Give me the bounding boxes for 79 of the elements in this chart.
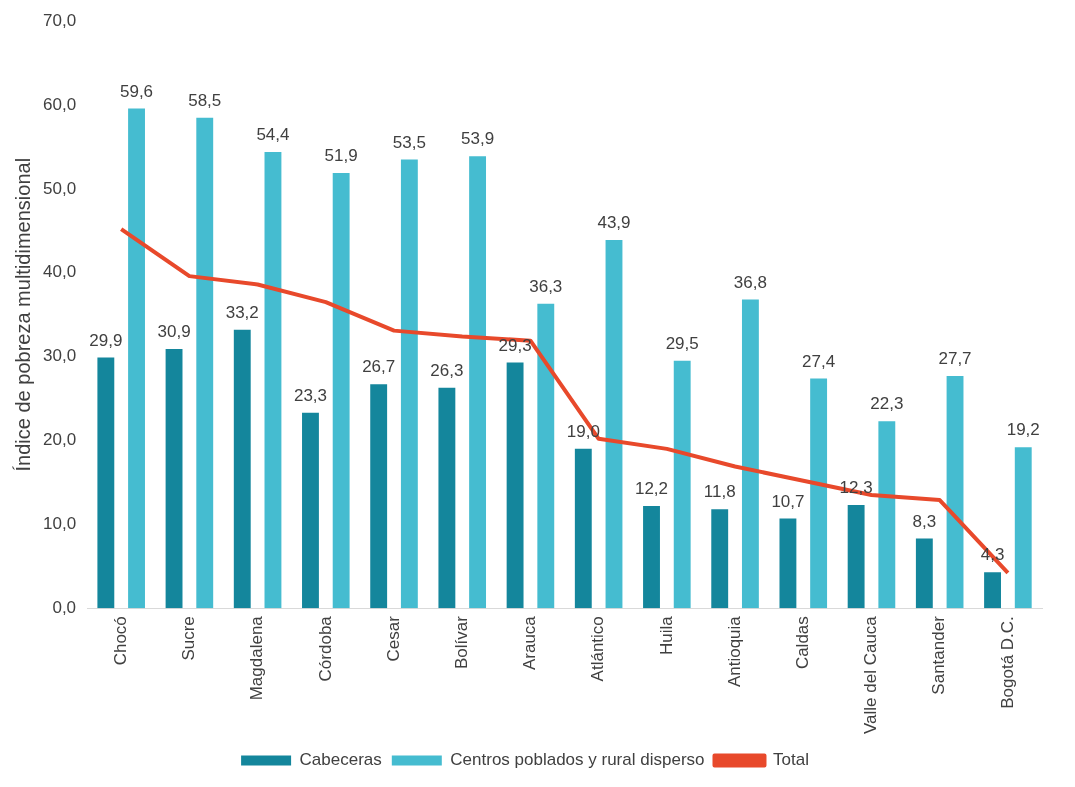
data-label: 11,8 — [703, 482, 736, 502]
data-label: 27,7 — [938, 349, 972, 369]
legend-label: Cabeceras — [299, 750, 382, 770]
bar — [810, 378, 828, 609]
x-tick-label: Arauca — [520, 615, 540, 671]
bar — [915, 538, 933, 609]
data-label: 36,8 — [733, 272, 767, 292]
data-label: 53,5 — [392, 132, 426, 152]
data-label: 59,6 — [119, 81, 154, 101]
bar — [1014, 447, 1032, 609]
bar — [673, 360, 691, 609]
x-tick-label: Sucre — [179, 616, 199, 661]
bar — [302, 412, 319, 609]
data-label: 26,7 — [362, 357, 396, 377]
bar — [264, 152, 282, 609]
data-label: 10,7 — [771, 491, 805, 511]
data-label: 30,9 — [157, 322, 191, 342]
bar — [370, 384, 388, 609]
data-label: 36,3 — [529, 276, 563, 296]
legend-label: Total — [772, 750, 809, 770]
y-tick-label: 50,0 — [42, 178, 77, 198]
y-tick-label: 60,0 — [42, 94, 77, 114]
data-label: 23,3 — [293, 385, 328, 405]
x-tick-label: Córdoba — [315, 615, 335, 682]
bar — [984, 572, 1001, 609]
data-label: 29,3 — [498, 335, 532, 355]
bar — [605, 240, 623, 609]
data-label: 12,2 — [634, 479, 669, 499]
x-tick-label: Antioquia — [724, 615, 744, 688]
y-tick-label: 10,0 — [42, 514, 77, 534]
legend-label: Centros poblados y rural disperso — [450, 750, 705, 770]
y-tick-label: 30,0 — [42, 346, 77, 366]
y-tick-label: 70,0 — [42, 10, 77, 30]
bar — [400, 159, 418, 609]
x-tick-label: Chocó — [110, 616, 130, 666]
data-label: 33,2 — [225, 302, 259, 322]
bar — [878, 421, 896, 609]
x-tick-label: Santander — [929, 615, 949, 695]
data-label: 27,4 — [802, 351, 836, 371]
data-label: 26,3 — [430, 360, 464, 380]
data-label: 53,9 — [461, 129, 495, 149]
bar — [438, 387, 456, 609]
data-label: 58,5 — [188, 90, 222, 110]
x-tick-label: Atlántico — [588, 616, 608, 682]
bar — [196, 117, 214, 609]
y-axis-title: Índice de pobreza multidimensional — [11, 157, 34, 472]
data-label: 29,5 — [665, 334, 699, 353]
bar — [574, 448, 592, 609]
data-label: 43,9 — [597, 213, 631, 233]
x-tick-label: Magdalena — [247, 615, 267, 701]
y-tick-label: 20,0 — [42, 430, 77, 450]
bar — [741, 299, 759, 609]
bar — [128, 108, 145, 609]
bar — [946, 375, 964, 609]
x-tick-label: Huila — [656, 615, 676, 655]
y-tick-label: 0,0 — [52, 597, 77, 617]
bar — [643, 505, 660, 609]
bar — [97, 357, 115, 609]
x-tick-label: Valle del Cauca — [861, 615, 881, 735]
data-label: 51,9 — [324, 146, 358, 166]
x-tick-label: Cesar — [383, 615, 403, 662]
x-tick-label: Caldas — [792, 616, 812, 670]
bar — [469, 156, 487, 609]
x-tick-label: Bogotá D.C. — [997, 616, 1017, 709]
bar — [847, 505, 865, 609]
data-label: 19,2 — [1006, 420, 1040, 440]
data-label: 29,9 — [89, 330, 123, 350]
bar — [537, 303, 555, 609]
bar — [506, 362, 524, 609]
bar — [711, 509, 729, 609]
y-tick-label: 40,0 — [42, 262, 77, 282]
bar — [233, 329, 251, 609]
x-tick-label: Bolívar — [451, 615, 471, 670]
bar — [779, 518, 797, 609]
bar — [332, 172, 350, 609]
bar — [165, 349, 183, 609]
data-label: 8,3 — [912, 511, 937, 531]
data-label: 54,4 — [256, 125, 290, 145]
data-label: 22,3 — [870, 394, 904, 414]
